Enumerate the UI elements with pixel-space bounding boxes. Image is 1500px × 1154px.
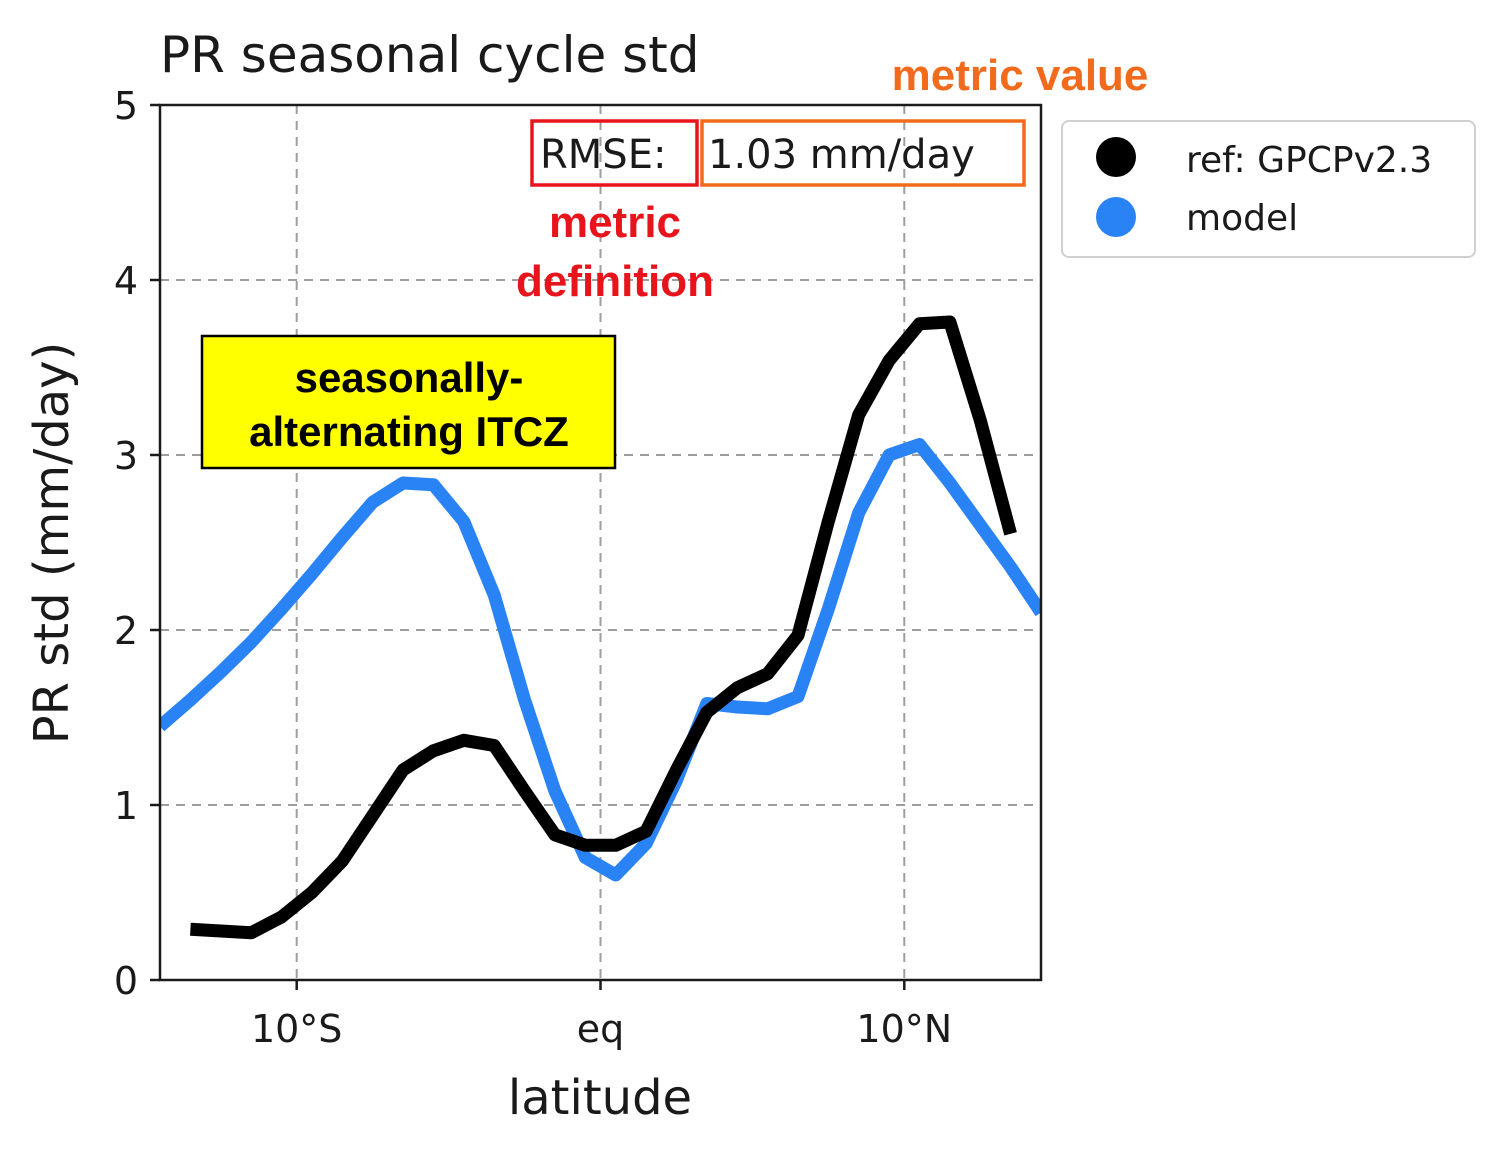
metric-value-box <box>700 119 1026 187</box>
legend-label-model: model <box>1186 198 1298 239</box>
axis-ticks: 0 1 2 3 4 5 10°S eq 10°N <box>114 84 952 1051</box>
x-tick-label: 10°S <box>251 1007 342 1051</box>
x-tick-label: eq <box>577 1007 625 1051</box>
itcz-callout-box <box>200 334 617 470</box>
metric-value-annotation: metric value <box>892 51 1149 100</box>
y-tick-label: 3 <box>114 434 138 478</box>
y-tick-label: 5 <box>114 84 138 128</box>
metric-definition-annotation-line1: metric <box>549 198 681 247</box>
legend-marker-ref <box>1096 137 1136 177</box>
metric-value-text: 1.03 mm/day <box>708 132 975 178</box>
y-tick-label: 1 <box>114 784 138 828</box>
y-tick-label: 4 <box>114 259 138 303</box>
legend: ref: GPCPv2.3 model <box>1061 120 1476 258</box>
metric-definition-text: RMSE: <box>540 132 666 178</box>
ref-gpcp-line <box>190 315 1017 940</box>
itcz-callout-line2: alternating ITCZ <box>249 408 569 455</box>
x-axis-label: latitude <box>508 1070 692 1126</box>
chart-title: PR seasonal cycle std <box>160 26 700 84</box>
model-line <box>160 438 1041 882</box>
metric-definition-box <box>530 119 699 187</box>
metric-definition-annotation-line2: definition <box>516 257 714 306</box>
series-lines <box>160 315 1041 940</box>
legend-marker-model <box>1096 197 1136 237</box>
y-tick-label: 2 <box>114 609 138 653</box>
y-tick-label: 0 <box>114 959 138 1003</box>
y-axis-label: PR std (mm/day) <box>24 342 80 745</box>
legend-frame <box>1061 120 1476 258</box>
x-tick-label: 10°N <box>856 1007 952 1051</box>
itcz-callout-line1: seasonally- <box>295 354 524 401</box>
legend-label-ref: ref: GPCPv2.3 <box>1186 140 1432 181</box>
